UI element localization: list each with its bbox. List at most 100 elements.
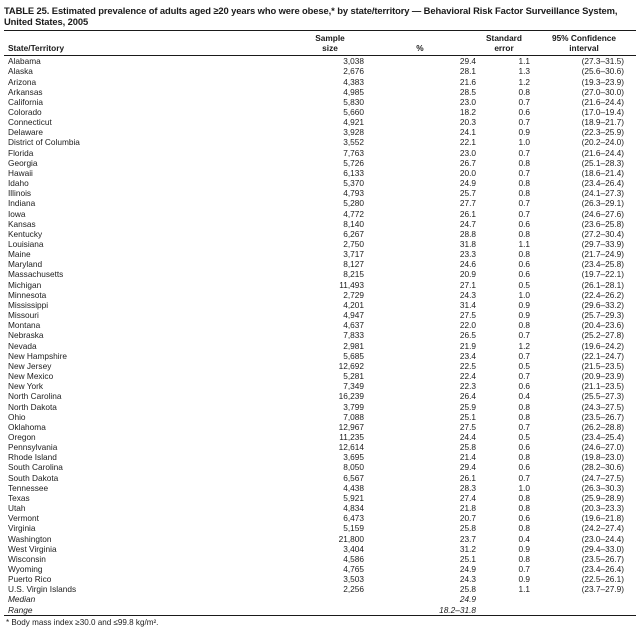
table-row: West Virginia 3,404 31.2 0.9 (29.4–33.0) [4, 544, 636, 554]
table-row: Virginia 5,159 25.8 0.8 (24.2–27.4) [4, 523, 636, 533]
cell-percent: 26.5 [459, 330, 476, 341]
cell-standard-error [476, 594, 532, 604]
table-row: Indiana 5,280 27.7 0.7 (26.3–29.1) [4, 198, 636, 208]
table-row: New Mexico 5,281 22.4 0.7 (20.9–23.9) [4, 371, 636, 381]
cell-percent: 24.3 [459, 289, 476, 300]
cell-state: Range [4, 604, 296, 616]
cell-percent: 20.9 [459, 269, 476, 280]
cell-state: Vermont [8, 513, 39, 524]
column-header-standard-error: Standard error [476, 31, 532, 57]
table-title: TABLE 25. Estimated prevalence of adults… [4, 5, 618, 27]
cell-percent: 27.5 [459, 310, 476, 321]
cell-standard-error: 0.7 [518, 208, 530, 219]
cell-standard-error: 0.8 [518, 228, 530, 239]
cell-percent: 18.2 [459, 106, 476, 117]
cell-state: Wisconsin [8, 553, 46, 564]
cell-confidence-interval: (20.2–24.0) [581, 137, 624, 148]
table-row: Arkansas 4,985 28.5 0.8 (27.0–30.0) [4, 87, 636, 97]
cell-percent: 26.1 [459, 472, 476, 483]
cell-percent: 27.1 [459, 279, 476, 290]
cell-state: Virginia [8, 523, 36, 534]
table-row: North Dakota 3,799 25.9 0.8 (24.3–27.5) [4, 402, 636, 412]
table-row: New Jersey 12,692 22.5 0.5 (21.5–23.5) [4, 361, 636, 371]
cell-sample-size: 21,800 [338, 533, 364, 544]
cell-confidence-interval: (20.3–23.3) [581, 503, 624, 514]
cell-sample-size: 6,267 [343, 228, 364, 239]
cell-confidence-interval: (26.3–30.3) [581, 482, 624, 493]
cell-standard-error: 0.6 [518, 218, 530, 229]
cell-standard-error: 0.6 [518, 259, 530, 270]
cell-standard-error: 1.1 [518, 584, 530, 595]
cell-state: California [8, 96, 44, 107]
table-row: Idaho 5,370 24.9 0.8 (23.4–26.4) [4, 178, 636, 188]
cell-percent: 24.9 [459, 594, 476, 605]
cell-standard-error: 1.2 [518, 340, 530, 351]
cell-confidence-interval: (26.3–29.1) [581, 198, 624, 209]
cell-confidence-interval: (21.6–24.4) [581, 147, 624, 158]
cell-confidence-interval: (23.5–26.7) [581, 553, 624, 564]
cell-state: Arizona [8, 76, 37, 87]
table-row: Kansas 8,140 24.7 0.6 (23.6–25.8) [4, 219, 636, 229]
cell-standard-error: 0.6 [518, 513, 530, 524]
cell-standard-error: 0.6 [518, 462, 530, 473]
cell-sample-size: 4,586 [343, 553, 364, 564]
table-row: Vermont 6,473 20.7 0.6 (19.6–21.8) [4, 513, 636, 523]
cell-percent: 29.4 [459, 462, 476, 473]
cell-standard-error: 0.7 [518, 198, 530, 209]
cell-standard-error: 0.7 [518, 371, 530, 382]
cell-percent: 23.7 [459, 533, 476, 544]
table-row: Minnesota 2,729 24.3 1.0 (22.4–26.2) [4, 290, 636, 300]
cell-state: Puerto Rico [8, 574, 52, 585]
cell-state: Florida [8, 147, 34, 158]
cell-standard-error: 0.8 [518, 553, 530, 564]
table-row: Florida 7,763 23.0 0.7 (21.6–24.4) [4, 148, 636, 158]
cell-state: Tennessee [8, 482, 49, 493]
table-row: Georgia 5,726 26.7 0.8 (25.1–28.3) [4, 158, 636, 168]
table-row: Montana 4,637 22.0 0.8 (20.4–23.6) [4, 320, 636, 330]
cell-state: Kansas [8, 218, 36, 229]
cell-state: Nebraska [8, 330, 44, 341]
cell-standard-error: 0.8 [518, 188, 530, 199]
cell-confidence-interval: (23.4–26.4) [581, 178, 624, 189]
cell-confidence-interval: (19.6–21.8) [581, 513, 624, 524]
cell-state: North Dakota [8, 401, 57, 412]
table-row: Wisconsin 4,586 25.1 0.8 (23.5–26.7) [4, 554, 636, 564]
cell-confidence-interval [532, 604, 636, 616]
cell-percent: 23.0 [459, 147, 476, 158]
cell-standard-error: 0.7 [518, 167, 530, 178]
cell-state: Utah [8, 503, 26, 514]
cell-state: Washington [8, 533, 52, 544]
column-header-sample-size: Sample size [296, 31, 364, 57]
cell-standard-error: 0.9 [518, 299, 530, 310]
cell-sample-size: 8,140 [343, 218, 364, 229]
cell-percent: 18.2–31.8 [364, 604, 476, 616]
table-row: Illinois 4,793 25.7 0.8 (24.1–27.3) [4, 188, 636, 198]
cell-confidence-interval: (29.4–33.0) [581, 543, 624, 554]
table-row: Utah 4,834 21.8 0.8 (20.3–23.3) [4, 503, 636, 513]
cell-percent: 28.3 [459, 482, 476, 493]
cell-sample-size: 5,685 [343, 350, 364, 361]
cell-standard-error: 0.8 [518, 452, 530, 463]
cell-confidence-interval: (23.4–26.4) [581, 564, 624, 574]
cell-sample-size: 4,921 [343, 117, 364, 128]
table-row: Wyoming 4,765 24.9 0.7 (23.4–26.4) [4, 564, 636, 574]
cell-confidence-interval: (18.6–21.4) [581, 167, 624, 178]
table-row: Range 18.2–31.8 [4, 604, 636, 616]
cell-state: Hawaii [8, 167, 33, 178]
cell-confidence-interval: (20.9–23.9) [581, 371, 624, 382]
cell-sample-size: 7,349 [343, 381, 364, 392]
cell-sample-size: 5,921 [343, 492, 364, 503]
table-row: U.S. Virgin Islands 2,256 25.8 1.1 (23.7–27.… [4, 584, 636, 594]
cell-sample-size: 4,383 [343, 76, 364, 87]
cell-sample-size [296, 594, 364, 604]
table-row: District of Columbia 3,552 22.1 1.0 (20.2–24… [4, 137, 636, 147]
cell-confidence-interval: (22.1–24.7) [581, 350, 624, 361]
cell-confidence-interval: (19.8–23.0) [581, 452, 624, 463]
cell-sample-size: 5,830 [343, 96, 364, 107]
cell-standard-error: 0.7 [518, 350, 530, 361]
cell-sample-size: 4,793 [343, 188, 364, 199]
cell-state: Indiana [8, 198, 36, 209]
cell-standard-error: 0.9 [518, 127, 530, 138]
cell-sample-size: 4,772 [343, 208, 364, 219]
